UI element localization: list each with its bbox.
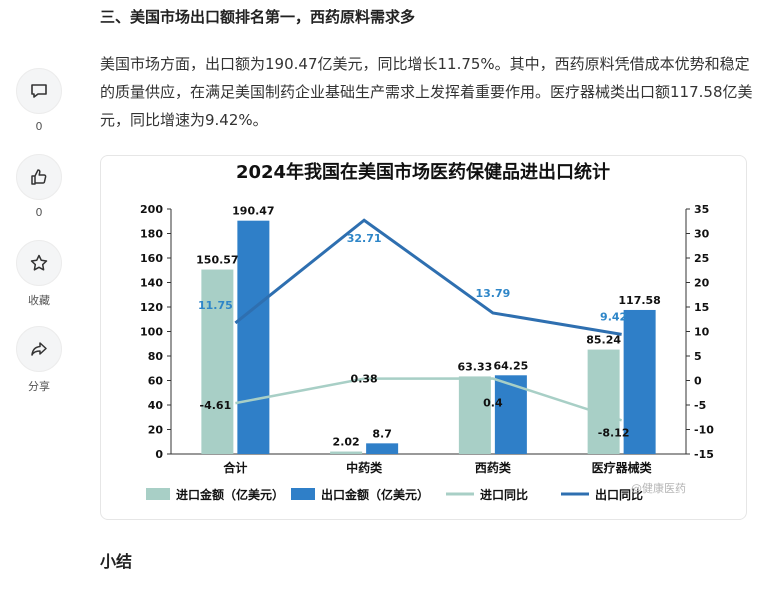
export-yoy-label: 11.75 [198, 299, 233, 312]
share-button[interactable] [16, 326, 62, 372]
star-icon [30, 254, 48, 271]
import-bar [587, 349, 620, 454]
category-label: 医疗器械类 [592, 460, 653, 475]
left-tick-label: 100 [140, 326, 163, 339]
import-yoy-line [235, 377, 623, 422]
right-tick-label: 10 [694, 326, 710, 339]
category-label: 西药类 [475, 460, 512, 475]
export-yoy-line [234, 218, 622, 336]
left-tick-label: 20 [148, 424, 164, 437]
import-value-label: 63.33 [457, 360, 492, 373]
like-count: 0 [35, 206, 43, 219]
import-yoy-label: 0.38 [351, 373, 378, 386]
import-yoy-label: -4.61 [200, 399, 232, 412]
export-bar [237, 220, 270, 454]
right-tick-label: -15 [694, 448, 714, 461]
export-value-label: 8.7 [372, 427, 392, 440]
chart-title: 2024年我国在美国市场医药保健品进出口统计 [236, 161, 610, 183]
left-tick-label: 120 [140, 301, 163, 314]
right-tick-label: 0 [694, 375, 702, 388]
comment-button[interactable] [16, 68, 62, 114]
import-bar [201, 269, 234, 454]
export-value-label: 190.47 [232, 205, 274, 218]
left-tick-label: 0 [155, 448, 163, 461]
right-tick-label: 25 [694, 252, 709, 265]
left-tick-label: 40 [148, 399, 164, 412]
import-bar [330, 451, 363, 454]
left-tick-label: 140 [140, 277, 163, 290]
left-tick-label: 180 [140, 228, 163, 241]
legend-swatch [291, 488, 315, 500]
import-value-label: 2.02 [333, 436, 360, 449]
export-value-label: 117.58 [618, 294, 660, 307]
import-bar [458, 376, 491, 454]
export-yoy-label: 13.79 [475, 287, 510, 300]
export-value-label: 64.25 [493, 359, 528, 372]
import-yoy-label: -8.12 [598, 426, 630, 439]
share-icon [31, 342, 47, 356]
right-tick-label: 20 [694, 277, 710, 290]
thumbs-up-icon [31, 169, 47, 185]
watermark-text: @健康医药 [631, 481, 686, 495]
article-paragraph: 美国市场方面，出口额为190.47亿美元，同比增长11.75%。其中，西药原料凭… [100, 55, 753, 129]
right-tick-label: 35 [694, 203, 709, 216]
import-value-label: 85.24 [586, 334, 621, 347]
legend-label: 出口金额（亿美元） [321, 487, 429, 502]
share-label: 分享 [28, 380, 50, 393]
export-yoy-label: 32.71 [347, 232, 382, 245]
section-heading: 三、美国市场出口额排名第一，西药原料需求多 [100, 8, 416, 26]
export-bar [623, 309, 656, 454]
comment-count: 0 [35, 120, 43, 133]
left-tick-label: 160 [140, 252, 163, 265]
chart-card: 2024年我国在美国市场医药保健品进出口统计 0 20 40 60 80 100 120 140… [100, 155, 747, 520]
right-tick-label: 5 [694, 350, 702, 363]
left-tick-label: 80 [148, 350, 164, 363]
favorite-button[interactable] [16, 240, 62, 286]
legend-label: 进口同比 [480, 487, 528, 502]
right-tick-label: -5 [694, 399, 706, 412]
import-yoy-label: 0.4 [483, 397, 503, 410]
legend-label: 进口金额（亿美元） [176, 487, 284, 502]
trade-chart: 2024年我国在美国市场医药保健品进出口统计020406080100120140… [140, 161, 714, 502]
left-tick-label: 60 [148, 375, 164, 388]
legend-swatch [146, 488, 170, 500]
action-sidebar: 0 0 收藏 分享 [14, 68, 64, 412]
favorite-label: 收藏 [28, 294, 50, 307]
import-value-label: 150.57 [196, 254, 238, 267]
summary-heading: 小结 [100, 552, 133, 571]
right-tick-label: 30 [694, 228, 710, 241]
export-yoy-label: 9.42 [600, 310, 627, 323]
category-label: 合计 [223, 460, 247, 475]
like-button[interactable] [16, 154, 62, 200]
legend-label: 出口同比 [595, 487, 643, 502]
left-tick-label: 200 [140, 203, 163, 216]
category-label: 中药类 [346, 460, 383, 475]
export-bar [366, 443, 399, 454]
right-tick-label: 15 [694, 301, 709, 314]
right-tick-label: -10 [694, 424, 714, 437]
comment-icon [31, 84, 47, 98]
